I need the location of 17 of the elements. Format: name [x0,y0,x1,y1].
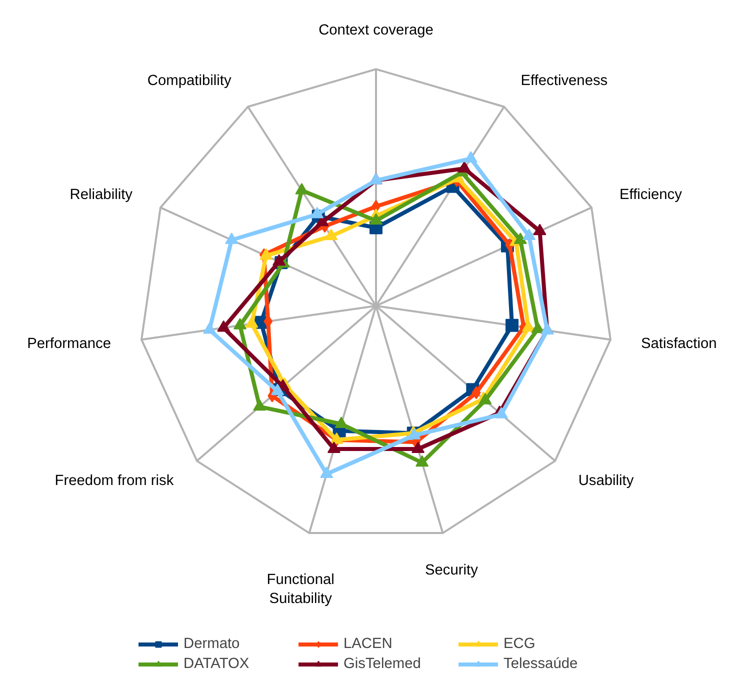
legend-label: DATATOX [184,656,250,672]
legend-label: LACEN [344,636,394,652]
spoke-label: Reliability [70,186,134,203]
spoke-label: Compatibility [147,72,232,89]
legend-label: Telessaúde [504,656,579,672]
spoke-label: Context coverage [318,22,434,38]
legend-label: GisTelemed [344,656,422,672]
spoke-label: Performance [27,336,112,352]
spoke-label: Satisfaction [640,336,717,352]
spoke-label: Freedom from risk [54,473,174,490]
spoke-label: Efficiency [620,186,683,203]
legend-label: Dermato [184,636,241,652]
spoke-label: Effectiveness [520,72,608,89]
spoke-label: Functional Suitability [266,572,334,608]
spoke-label: Security [424,562,479,579]
legend-label: ECG [504,636,536,652]
spoke-label: Usability [578,473,634,490]
